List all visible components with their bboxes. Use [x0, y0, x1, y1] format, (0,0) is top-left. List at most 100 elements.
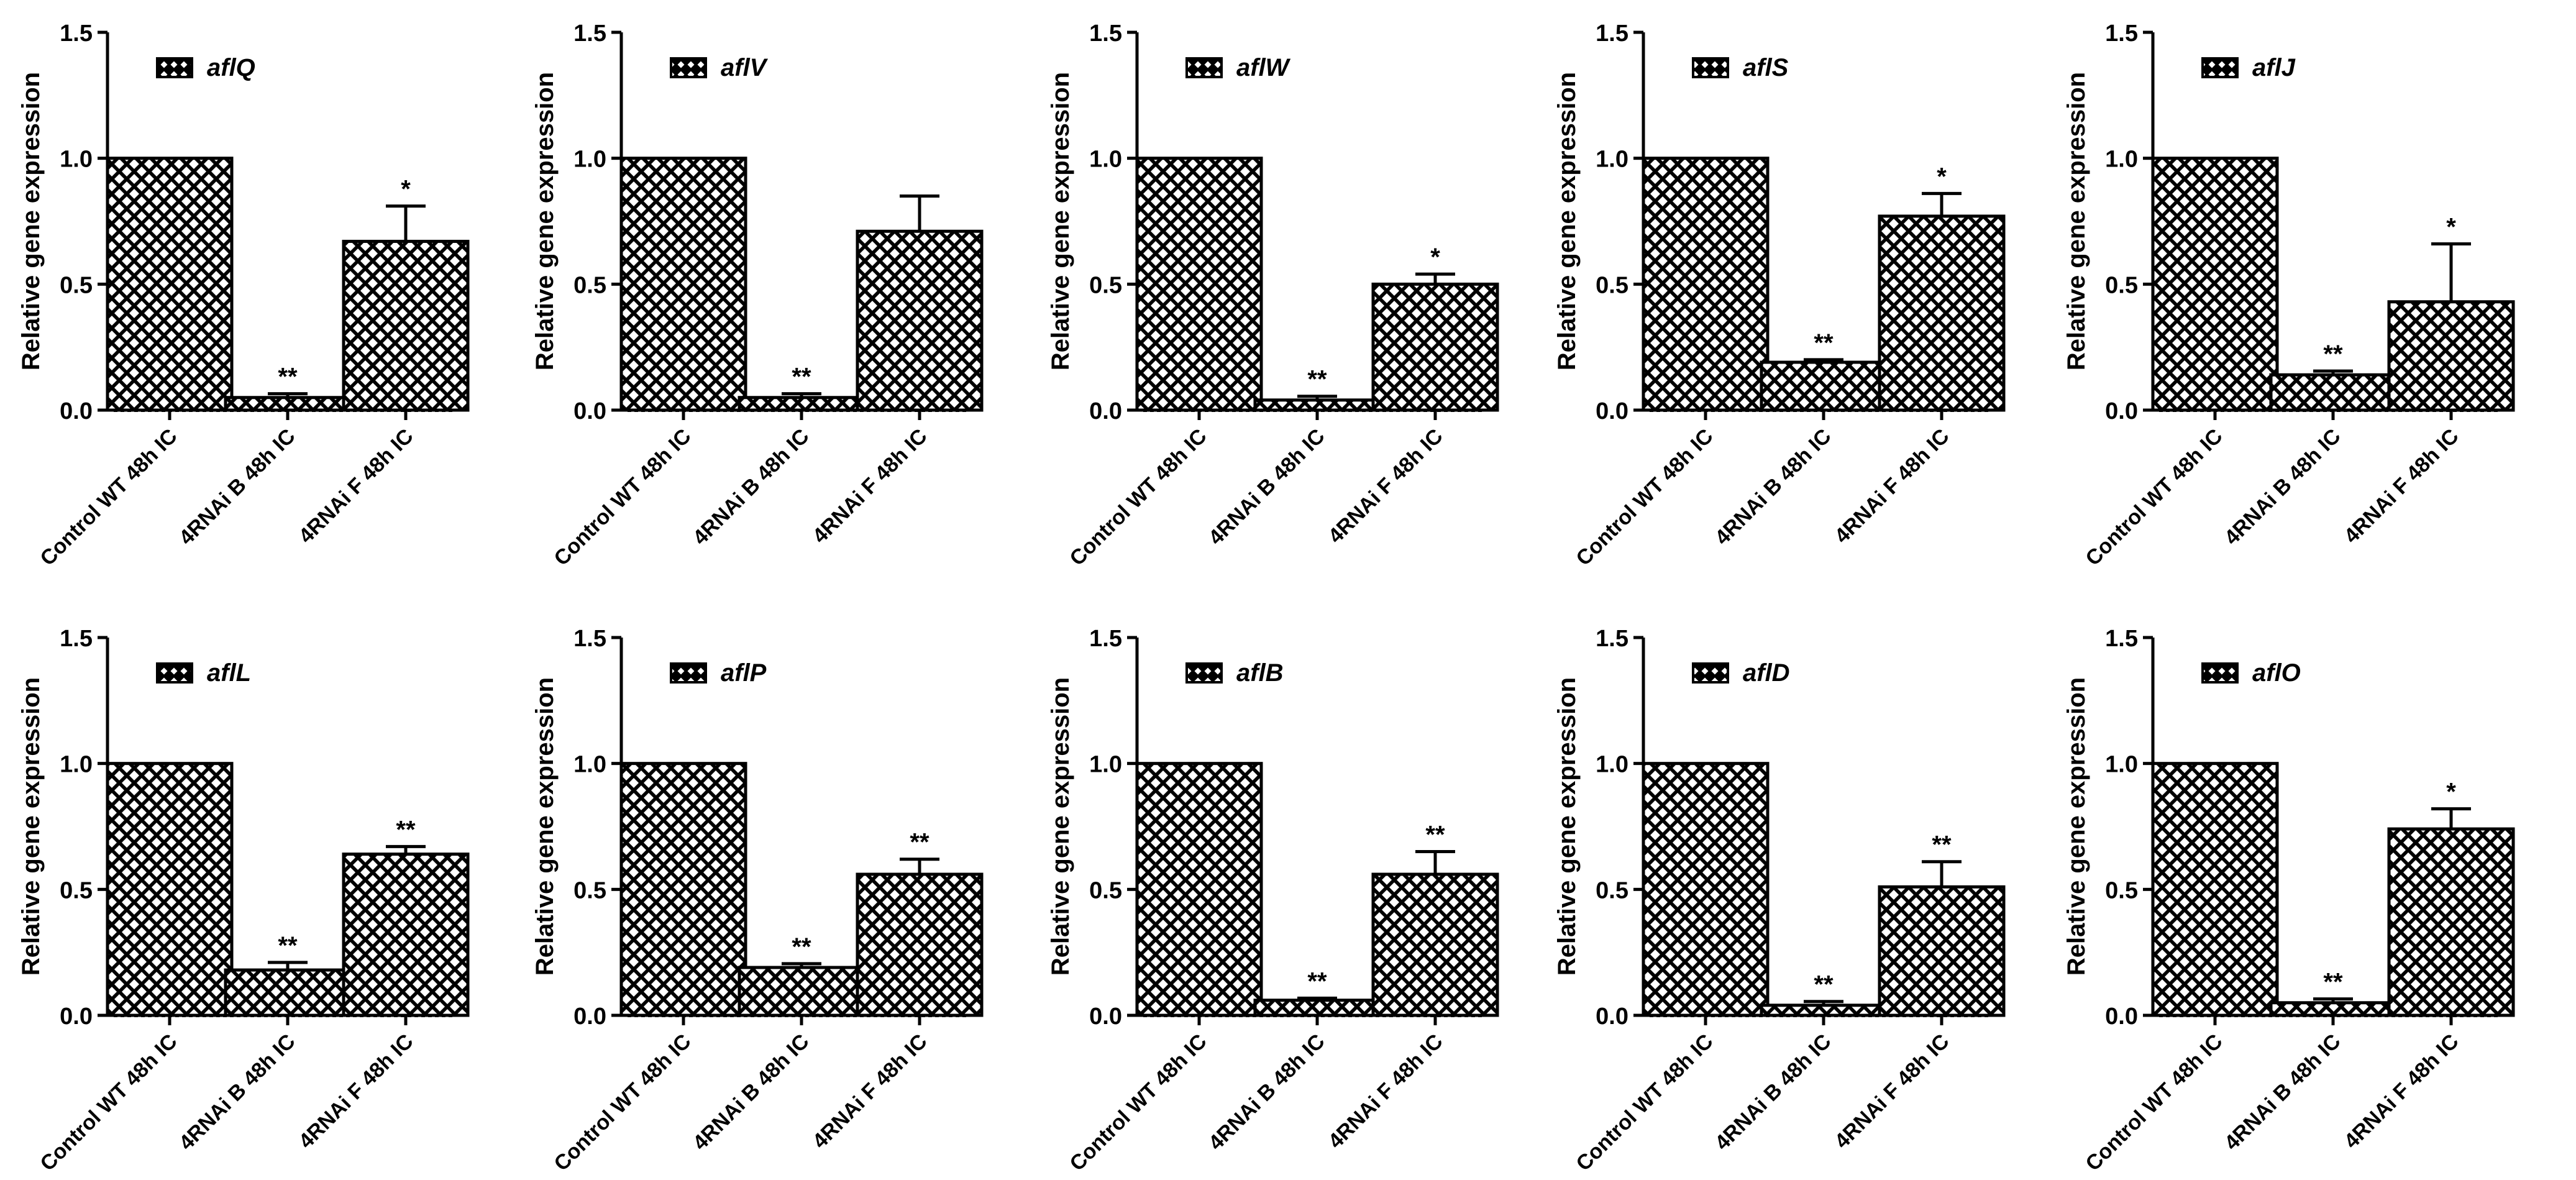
bar-3 — [2387, 827, 2515, 1017]
y-axis-title: Relative gene expression — [1047, 72, 1074, 370]
significance-label: ** — [396, 816, 416, 843]
bar-1 — [1135, 762, 1263, 1017]
x-tick-label: Control WT 48h IC — [1571, 1030, 1717, 1176]
bar-3 — [1371, 872, 1499, 1017]
y-tick-label: 1.5 — [1089, 626, 1122, 652]
bar-1 — [1642, 762, 1770, 1017]
significance-label: ** — [1307, 967, 1327, 995]
x-tick-label: 4RNAi B 48h IC — [175, 424, 300, 550]
legend-label: aflJ — [2252, 54, 2296, 81]
bar-1 — [1135, 157, 1263, 412]
y-tick-label: 0.0 — [1596, 1004, 1628, 1030]
x-tick-label: Control WT 48h IC — [1571, 424, 1717, 570]
y-tick-label: 0.0 — [60, 1004, 93, 1030]
x-tick-label: Control WT 48h IC — [549, 1030, 695, 1176]
chart-panel-aflL: 0.0 0.5 1.0 1.5 Relative gene expression Cont… — [17, 626, 470, 1176]
legend-swatch — [1185, 57, 1223, 78]
x-tick-label: 4RNAi B 48h IC — [1710, 1030, 1836, 1155]
y-tick-label: 0.0 — [2105, 398, 2138, 424]
y-tick-label: 1.5 — [1596, 626, 1628, 652]
chart-panel-aflW: 0.0 0.5 1.0 1.5 Relative gene expression Cont… — [1047, 21, 1499, 570]
x-tick-label: Control WT 48h IC — [2081, 1030, 2227, 1176]
legend-label: aflV — [721, 54, 769, 81]
x-tick-label: 4RNAi F 48h IC — [294, 424, 418, 548]
significance-label: * — [1430, 244, 1440, 271]
bar-1 — [619, 157, 747, 412]
y-tick-label: 1.0 — [573, 147, 606, 173]
legend-swatch — [670, 57, 707, 78]
y-tick-label: 0.5 — [60, 877, 93, 903]
significance-label: ** — [2323, 969, 2343, 996]
y-axis-title: Relative gene expression — [1553, 72, 1581, 370]
x-tick-label: 4RNAi B 48h IC — [175, 1030, 300, 1155]
significance-label: ** — [1425, 821, 1445, 849]
y-tick-label: 0.5 — [1089, 272, 1122, 298]
y-tick-label: 0.0 — [573, 398, 606, 424]
bar-3 — [342, 853, 470, 1017]
bar-1 — [106, 157, 234, 412]
chart-panel-aflV: 0.0 0.5 1.0 1.5 Relative gene expression Cont… — [531, 21, 984, 570]
x-tick-label: 4RNAi B 48h IC — [1710, 424, 1836, 550]
y-axis-title: Relative gene expression — [2063, 677, 2090, 976]
significance-label: ** — [792, 364, 811, 391]
y-tick-label: 1.0 — [60, 752, 93, 778]
bar-2 — [224, 968, 352, 1017]
x-tick-label: 4RNAi F 48h IC — [2339, 424, 2463, 548]
significance-label: * — [2446, 779, 2456, 806]
legend-swatch — [670, 662, 707, 684]
y-tick-label: 1.5 — [60, 626, 93, 652]
x-tick-label: 4RNAi F 48h IC — [808, 424, 931, 548]
x-tick-label: Control WT 48h IC — [35, 1030, 181, 1176]
chart-panel-aflO: 0.0 0.5 1.0 1.5 Relative gene expression Cont… — [2063, 626, 2515, 1176]
x-tick-label: 4RNAi F 48h IC — [1830, 424, 1953, 548]
legend-label: aflS — [1743, 54, 1789, 81]
x-tick-label: 4RNAi F 48h IC — [294, 1030, 418, 1153]
bar-2 — [1760, 360, 1888, 412]
significance-label: ** — [278, 364, 298, 391]
y-tick-label: 1.5 — [2105, 21, 2138, 47]
x-tick-label: 4RNAi B 48h IC — [688, 424, 814, 550]
chart-panel-aflD: 0.0 0.5 1.0 1.5 Relative gene expression Cont… — [1553, 626, 2006, 1176]
legend-label: aflO — [2252, 659, 2301, 687]
x-tick-label: 4RNAi F 48h IC — [2339, 1030, 2463, 1153]
y-tick-label: 1.5 — [1596, 21, 1628, 47]
y-tick-label: 1.0 — [2105, 147, 2138, 173]
significance-label: ** — [1932, 831, 1952, 859]
bar-3 — [856, 872, 984, 1017]
bar-3 — [1878, 214, 2006, 412]
x-tick-label: 4RNAi B 48h IC — [1204, 1030, 1330, 1155]
y-tick-label: 0.0 — [1596, 398, 1628, 424]
bar-2 — [2269, 1001, 2397, 1017]
y-tick-label: 0.5 — [1596, 877, 1628, 903]
y-axis-title: Relative gene expression — [531, 677, 559, 976]
y-tick-label: 1.5 — [1089, 21, 1122, 47]
x-tick-label: 4RNAi B 48h IC — [2220, 424, 2345, 550]
y-tick-label: 0.0 — [1089, 1004, 1122, 1030]
y-axis-title: Relative gene expression — [2063, 72, 2090, 370]
y-tick-label: 0.5 — [573, 272, 606, 298]
x-tick-label: Control WT 48h IC — [549, 424, 695, 570]
bar-3 — [1371, 282, 1499, 412]
significance-label: ** — [1307, 366, 1327, 393]
y-axis-title: Relative gene expression — [17, 72, 45, 370]
bar-3 — [2387, 300, 2515, 412]
y-tick-label: 0.0 — [1089, 398, 1122, 424]
y-tick-label: 0.5 — [2105, 877, 2138, 903]
legend-swatch — [156, 662, 193, 684]
legend-label: aflB — [1236, 659, 1284, 687]
legend-label: aflW — [1236, 54, 1291, 81]
bar-2 — [224, 396, 352, 412]
significance-label: ** — [792, 933, 811, 961]
chart-panel-aflJ: 0.0 0.5 1.0 1.5 Relative gene expression Cont… — [2063, 21, 2515, 570]
y-axis-title: Relative gene expression — [17, 677, 45, 976]
y-axis-title: Relative gene expression — [1047, 677, 1074, 976]
y-tick-label: 0.5 — [1596, 272, 1628, 298]
x-tick-label: 4RNAi B 48h IC — [1204, 424, 1330, 550]
legend-label: aflP — [721, 659, 767, 687]
x-tick-label: 4RNAi F 48h IC — [1323, 424, 1447, 548]
legend-label: aflQ — [207, 54, 255, 81]
y-tick-label: 1.0 — [573, 752, 606, 778]
y-tick-label: 1.0 — [1596, 752, 1628, 778]
x-tick-label: Control WT 48h IC — [1065, 1030, 1211, 1176]
